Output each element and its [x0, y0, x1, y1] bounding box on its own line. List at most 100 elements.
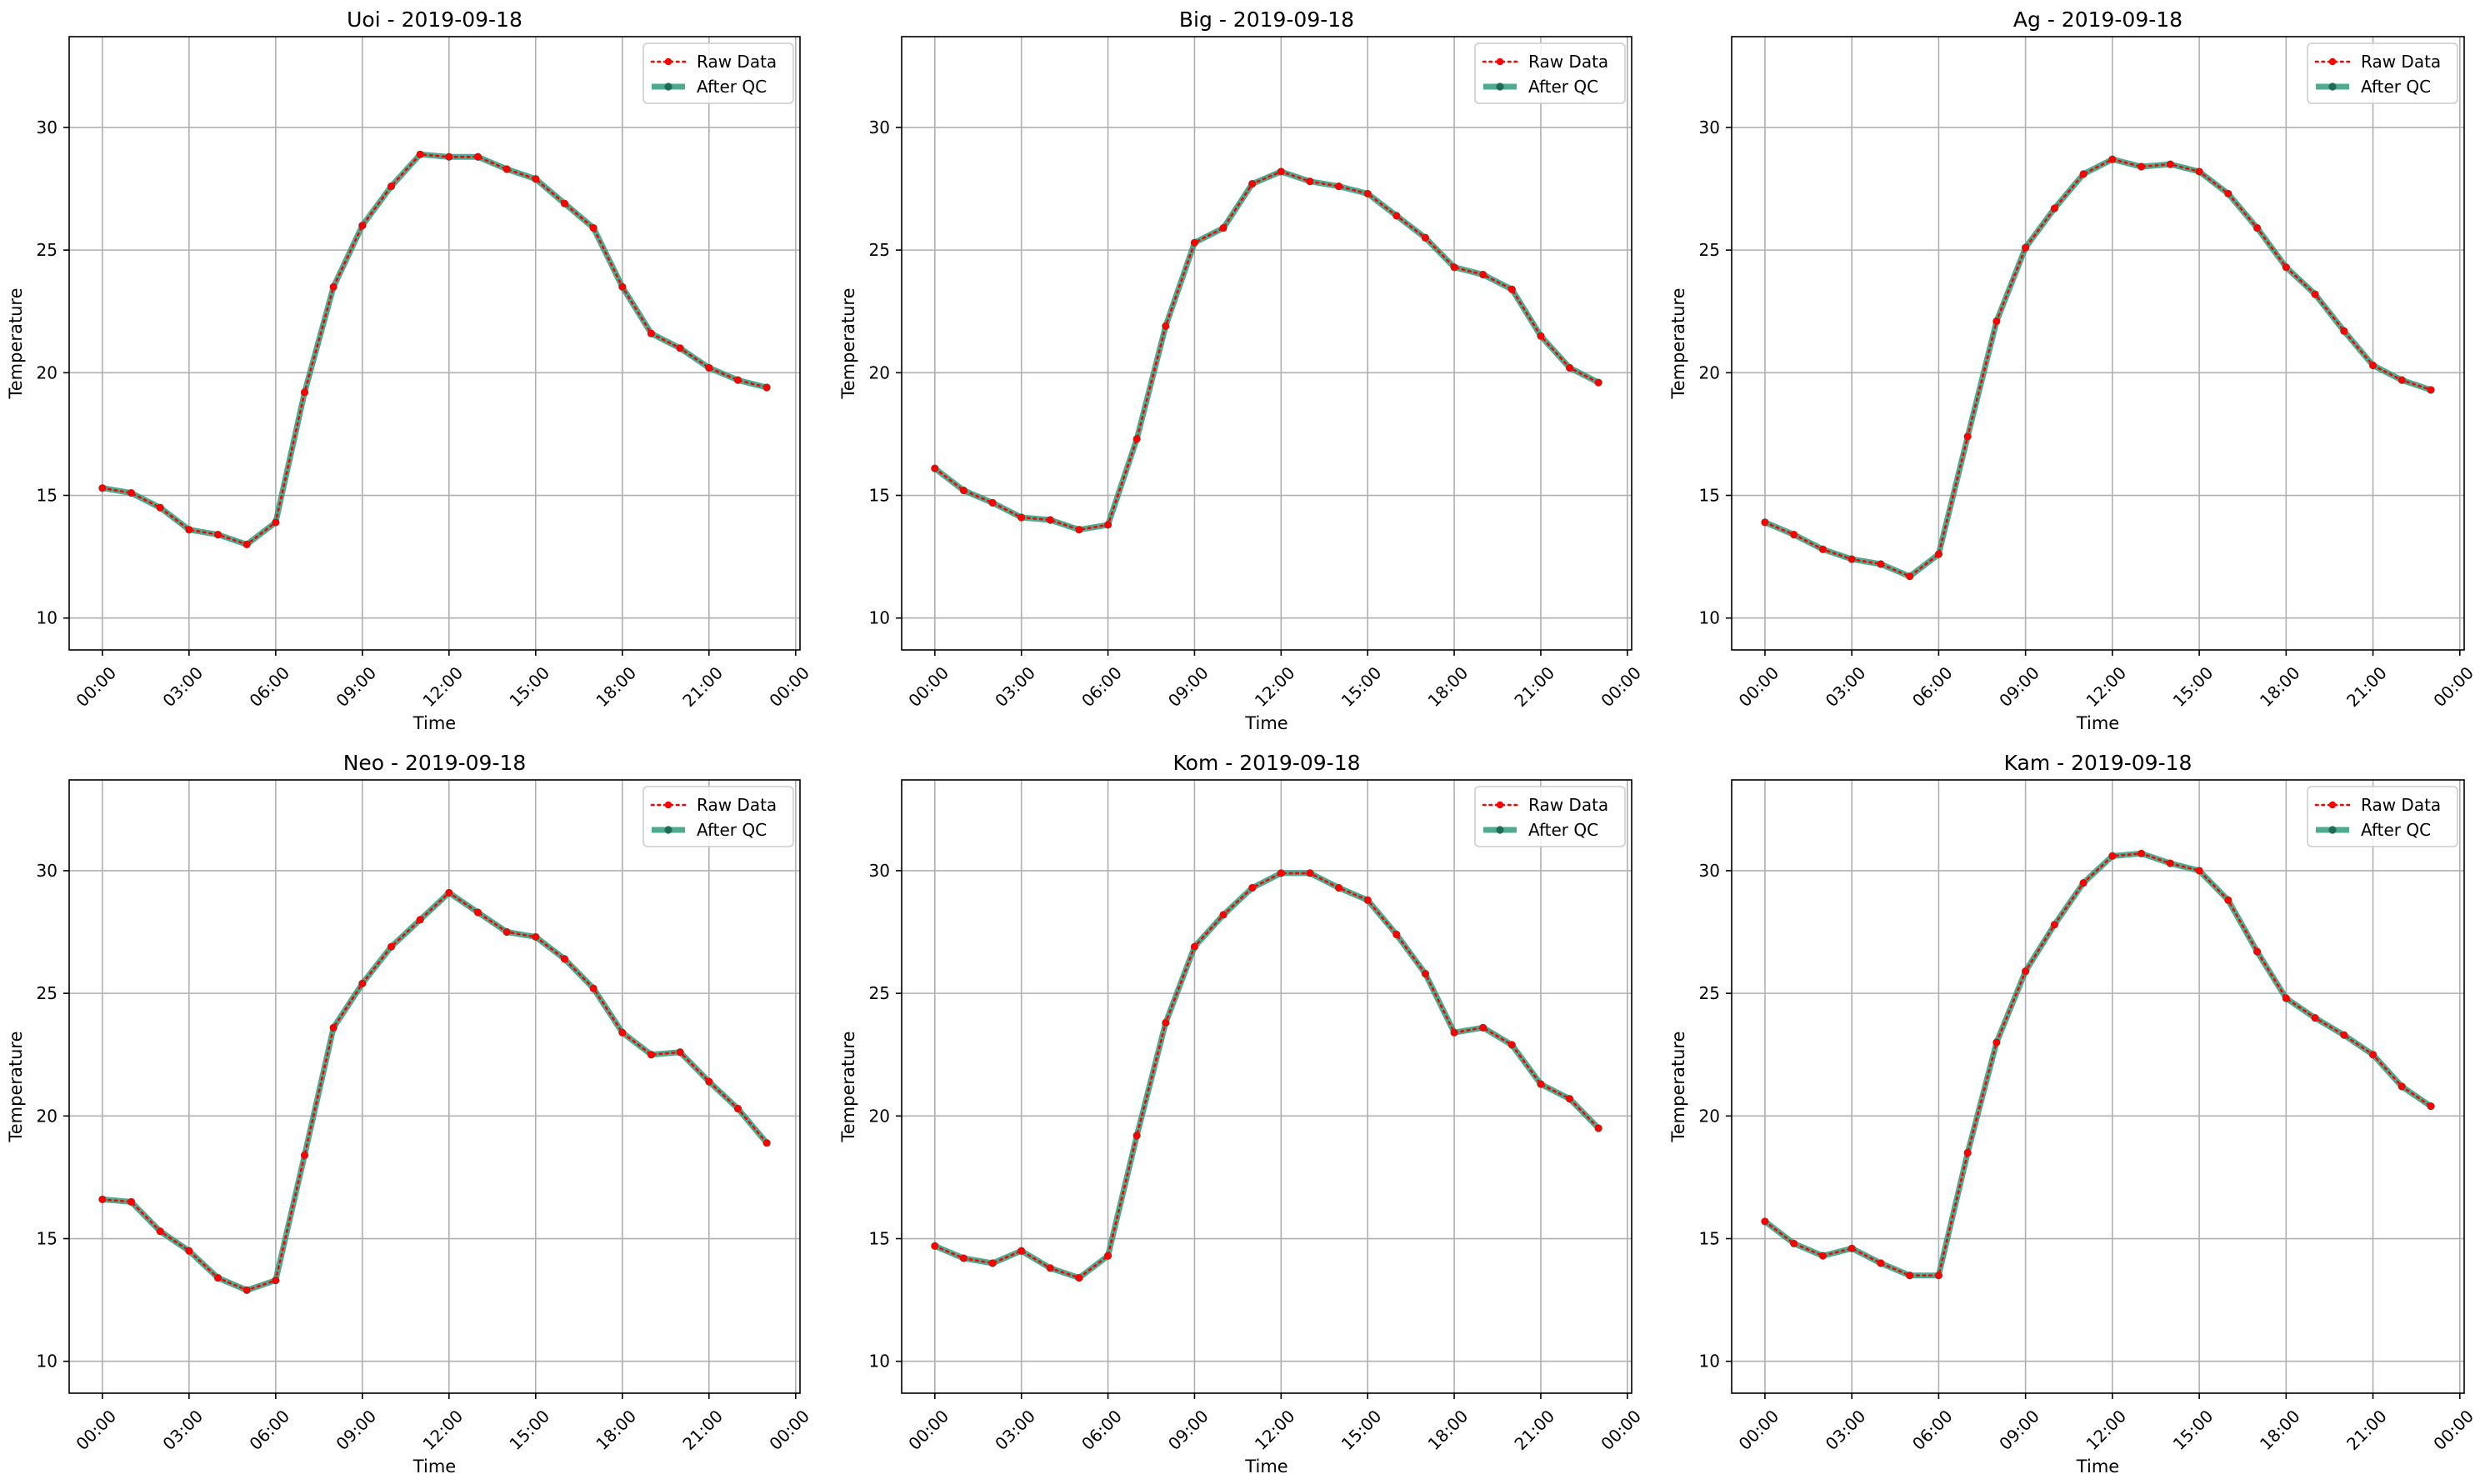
- raw-data-point: [388, 182, 395, 190]
- chart-panel-1: 10 15 20 25 30 00:00 03:00 06:00 09:00 12:00 15:00…: [6, 7, 813, 733]
- chart-panel-5: 10 15 20 25 30 00:00 03:00 06:00 09:00 12:00 15:00…: [838, 751, 1645, 1477]
- raw-data-point: [1479, 1024, 1487, 1032]
- raw-data-point: [416, 916, 424, 924]
- x-tick-label: 21:00: [2342, 1406, 2391, 1454]
- x-tick-label: 00:00: [2429, 662, 2478, 711]
- raw-data-line: [101, 152, 768, 546]
- raw-data-point: [2079, 170, 2088, 178]
- raw-data-point: [734, 376, 742, 384]
- raw-data-point: [214, 531, 222, 538]
- series-after-qc: [98, 150, 771, 549]
- x-tick-label: 09:00: [1995, 1406, 2043, 1454]
- x-tick-label: 03:00: [991, 1406, 1039, 1454]
- raw-data-point: [128, 1198, 135, 1206]
- legend-qc-label: After QC: [697, 820, 767, 840]
- legend: Raw Data After QC: [2307, 786, 2458, 847]
- raw-data-line: [1763, 157, 2432, 578]
- raw-data-point: [705, 364, 713, 372]
- x-tick-label: 00:00: [765, 1406, 813, 1454]
- raw-data-point: [705, 1077, 713, 1086]
- y-tick-label: 10: [37, 608, 58, 628]
- raw-data-point: [156, 1227, 164, 1235]
- x-axis-label: Time: [1244, 713, 1288, 733]
- raw-data-point: [2340, 327, 2348, 335]
- raw-data-point: [1819, 1252, 1827, 1260]
- raw-data-point: [242, 541, 251, 548]
- y-tick-label: 10: [869, 1352, 890, 1372]
- raw-data-point: [1392, 931, 1401, 938]
- raw-data-point: [1819, 546, 1827, 553]
- x-tick-label: 00:00: [1597, 662, 1645, 711]
- chart-title: Big - 2019-09-18: [1179, 7, 1354, 32]
- x-tick-label: 21:00: [2342, 662, 2391, 711]
- y-tick-label: 15: [869, 1229, 890, 1249]
- raw-data-line: [101, 891, 768, 1292]
- axes-frame: [68, 779, 801, 1394]
- y-tick-label: 25: [37, 240, 58, 260]
- axes-frame: [901, 779, 1632, 1394]
- after-qc-line: [932, 870, 1602, 1282]
- legend-raw-label: Raw Data: [697, 795, 777, 815]
- x-tick-label: 15:00: [505, 662, 553, 711]
- raw-data-point: [358, 222, 367, 229]
- y-tick-label: 25: [869, 240, 890, 260]
- y-axis-label: Temperature: [6, 1031, 26, 1142]
- legend-qc-label: After QC: [1528, 820, 1598, 840]
- x-tick-label: 15:00: [505, 1406, 553, 1454]
- raw-data-point: [561, 199, 568, 207]
- grid: [902, 780, 1632, 1393]
- y-tick-label: 20: [1699, 362, 1720, 382]
- x-tick-label: 00:00: [904, 1406, 952, 1454]
- chart-panel-3: 10 15 20 25 30 00:00 03:00 06:00 09:00 12:00 15:00…: [1668, 7, 2478, 733]
- raw-data-point: [1422, 234, 1429, 242]
- raw-data-point: [1248, 884, 1256, 892]
- x-tick-label: 12:00: [418, 1406, 467, 1454]
- x-tick-label: 03:00: [1822, 1406, 1870, 1454]
- legend-raw-marker: [664, 801, 672, 809]
- raw-data-point: [1761, 1217, 1769, 1226]
- x-tick-label: 15:00: [1338, 1406, 1386, 1454]
- raw-data-point: [532, 933, 540, 941]
- raw-data-point: [1248, 180, 1256, 187]
- x-tick-label: 00:00: [765, 662, 813, 711]
- legend: Raw Data After QC: [1474, 42, 1626, 104]
- raw-data-point: [445, 153, 453, 161]
- y-tick-label: 20: [869, 362, 890, 382]
- raw-data-point: [1104, 521, 1112, 529]
- x-tick-label: 03:00: [158, 1406, 207, 1454]
- x-tick-label: 18:00: [2256, 662, 2304, 711]
- raw-data-point: [1047, 516, 1054, 524]
- raw-data-point: [1935, 1272, 1942, 1279]
- x-tick-label: 06:00: [1908, 662, 1957, 711]
- x-tick-label: 06:00: [245, 1406, 293, 1454]
- raw-data-point: [185, 1247, 193, 1255]
- legend-qc-marker: [1496, 826, 1504, 834]
- raw-data-point: [1450, 263, 1458, 271]
- raw-data-point: [988, 1259, 997, 1267]
- raw-data-point: [931, 464, 939, 472]
- legend-raw-marker: [1496, 801, 1504, 809]
- raw-data-point: [1594, 1124, 1602, 1132]
- raw-data-point: [1278, 869, 1285, 877]
- axes-frame: [1731, 36, 2465, 651]
- y-axis-label: Temperature: [1668, 1031, 1688, 1142]
- y-tick-label: 15: [37, 486, 58, 506]
- raw-data-point: [1363, 190, 1372, 197]
- y-axis: 10 15 20 25 30: [37, 861, 69, 1372]
- raw-data-point: [2051, 921, 2058, 928]
- legend-qc-marker: [664, 826, 672, 834]
- x-axis: 00:00 03:00 06:00 09:00 12:00 15:00 18:00 21:00…: [1735, 1393, 2478, 1454]
- chart-title: Neo - 2019-09-18: [343, 751, 527, 775]
- chart-panel-6: 10 15 20 25 30 00:00 03:00 06:00 09:00 12:00 15:00…: [1668, 751, 2478, 1477]
- y-tick-label: 25: [1699, 240, 1720, 260]
- grid: [1732, 37, 2464, 650]
- x-tick-label: 09:00: [1164, 662, 1212, 711]
- chart-panel-4: 10 15 20 25 30 00:00 03:00 06:00 09:00 12:00 15:00…: [6, 751, 813, 1477]
- raw-data-point: [2340, 1031, 2348, 1039]
- y-tick-label: 15: [37, 1229, 58, 1249]
- raw-data-point: [1566, 364, 1573, 372]
- raw-data-point: [960, 1254, 968, 1262]
- raw-data-point: [1075, 526, 1083, 533]
- legend-raw-label: Raw Data: [1528, 52, 1608, 72]
